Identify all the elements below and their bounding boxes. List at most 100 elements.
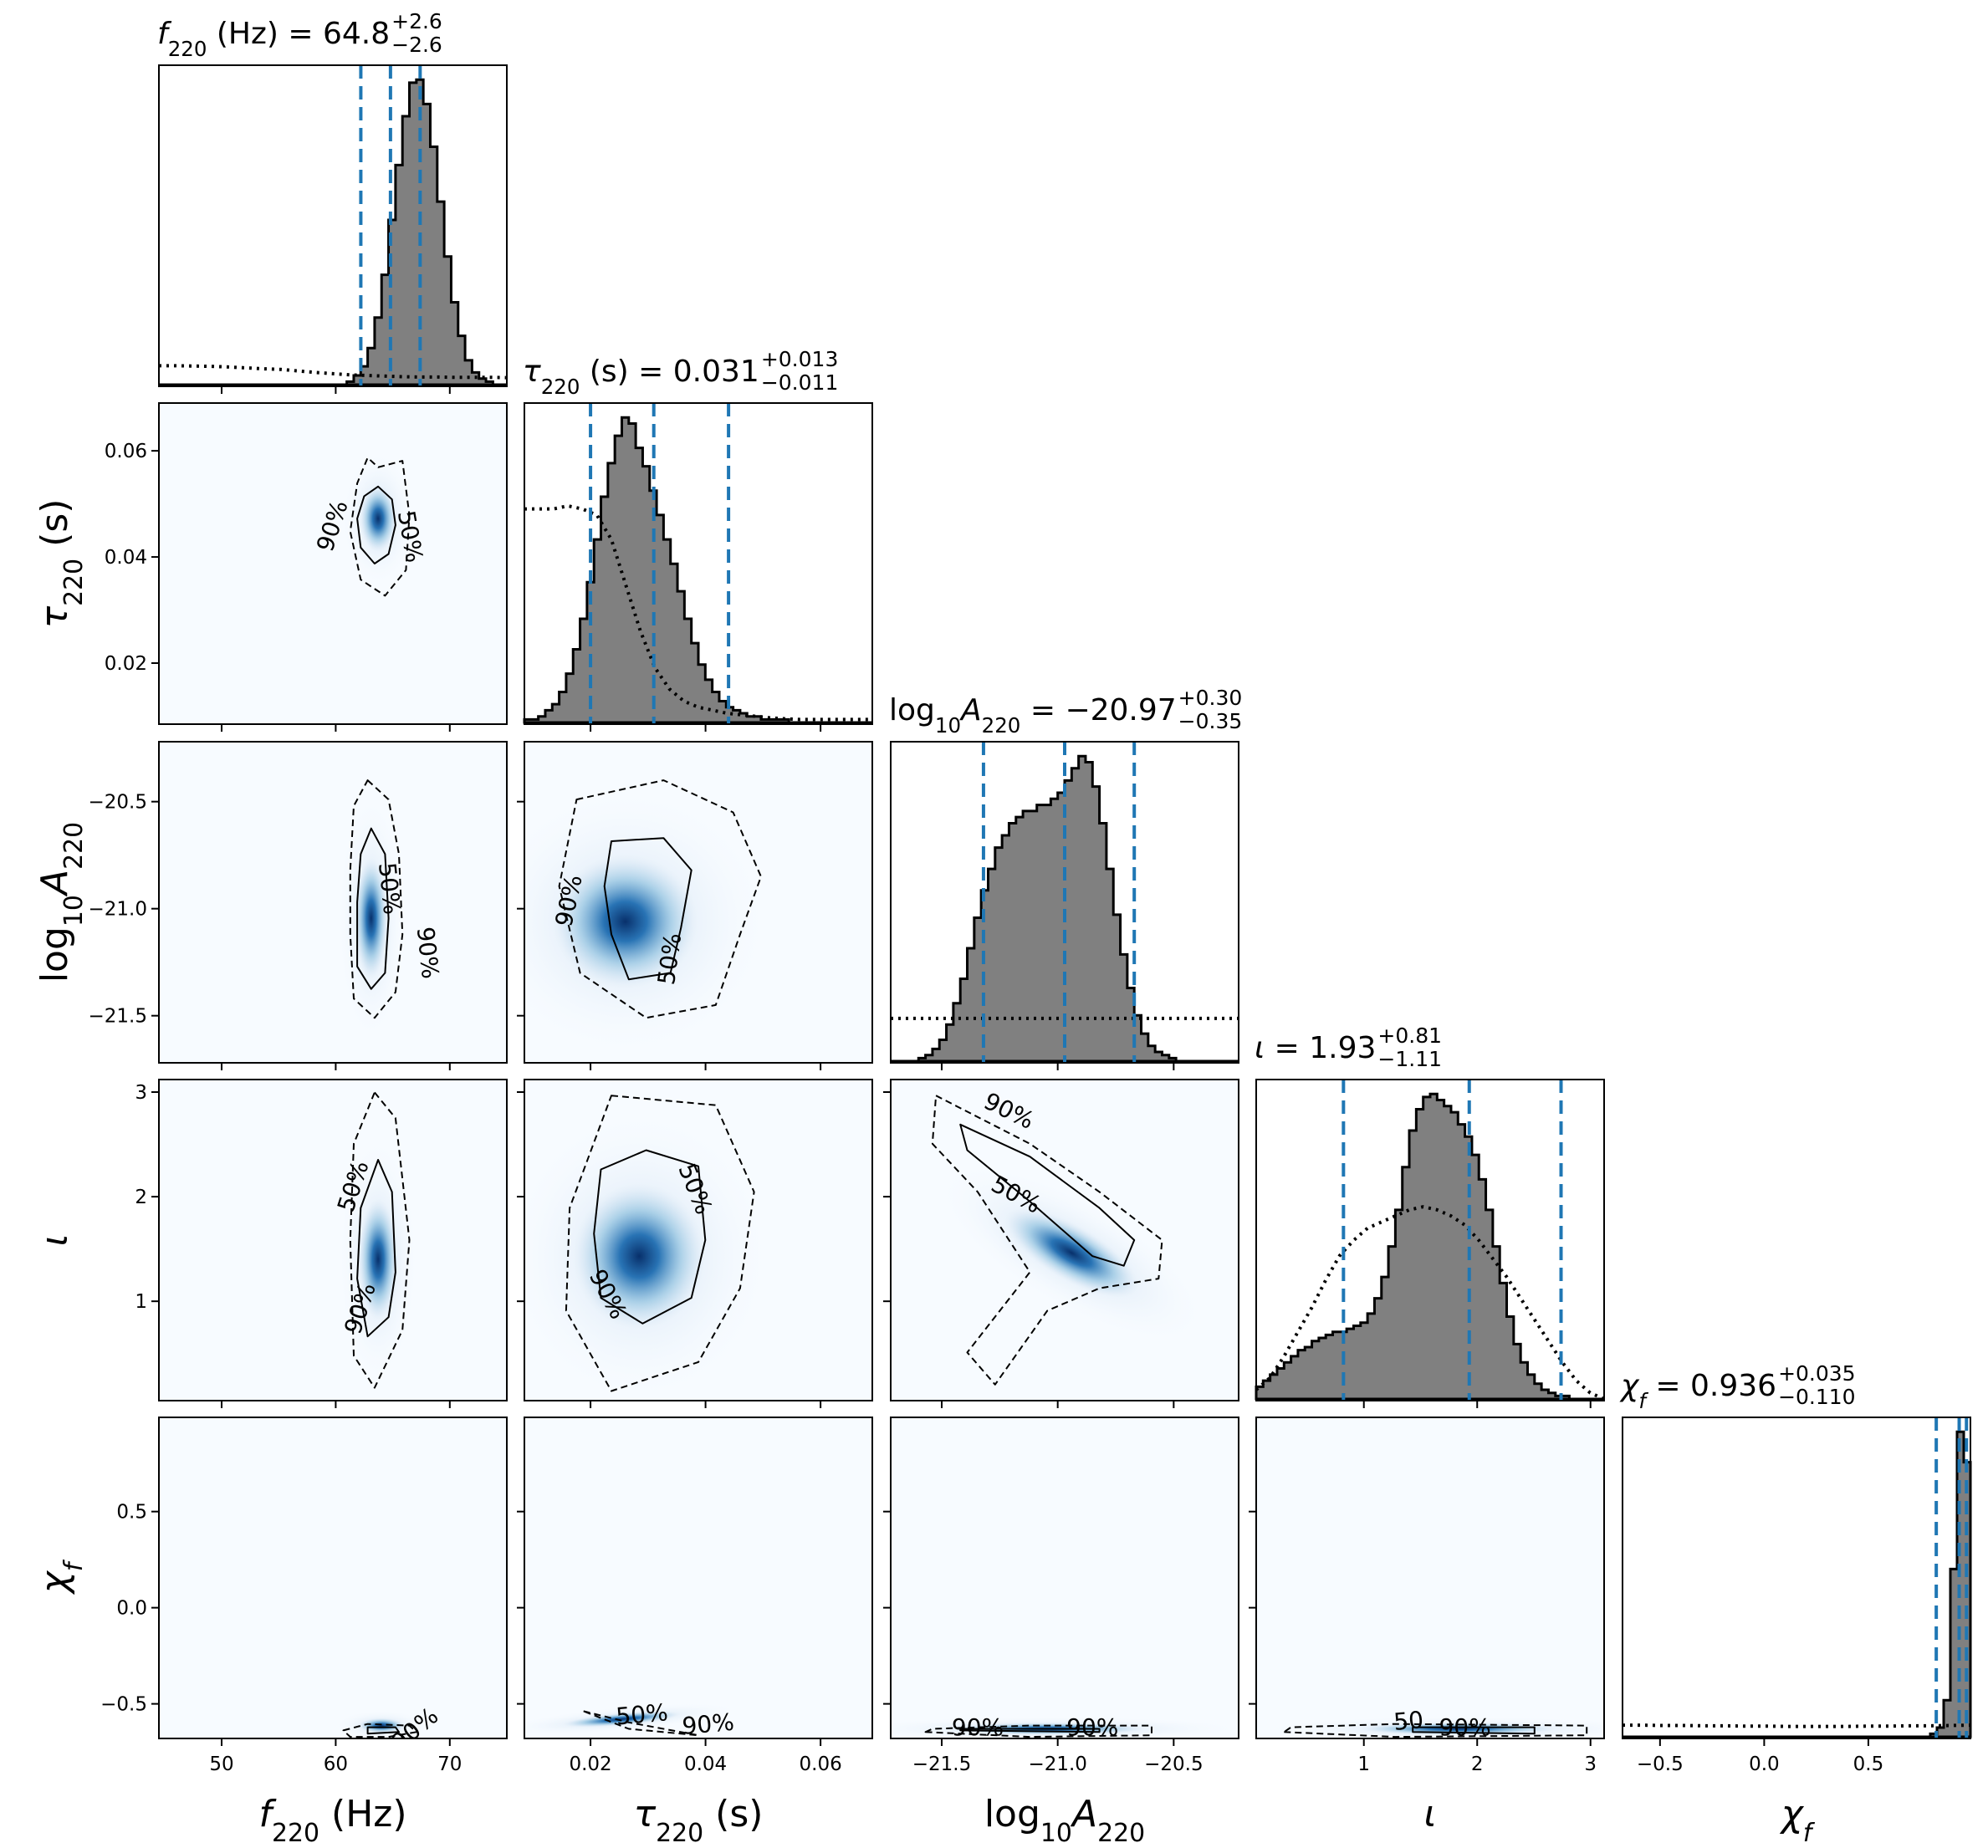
density-panel-f220-logA: 50%90% (158, 741, 508, 1064)
density-panel-logA-chif: 90% 90% (890, 1417, 1239, 1741)
panel-frame (158, 402, 508, 725)
title-minus-err-iota: −1.11 (1377, 1047, 1442, 1071)
contour-50 (366, 1726, 400, 1735)
density-bg (159, 1417, 507, 1738)
y-tick-label: 1 (135, 1291, 147, 1313)
ylabel-tau220: τ220 (s) (33, 499, 89, 629)
y-tick-label: 0.0 (116, 1598, 147, 1620)
xlabel-chif: χf (1780, 1793, 1816, 1848)
title-plus-err-chif: +0.035 (1778, 1361, 1856, 1386)
ylabel-chif: χf (33, 1559, 89, 1595)
density-panel-tau220-chif: 50% 90% (524, 1417, 873, 1739)
y-tick-label: −20.5 (89, 792, 147, 814)
contour-50 (959, 1728, 1101, 1733)
x-tick-label: −0.5 (1637, 1754, 1684, 1775)
density-panel-tau220-logA: 90%50% (524, 741, 873, 1064)
contour-label: 50 (1393, 1706, 1424, 1736)
y-tick-label: −21.5 (89, 1006, 147, 1028)
density-panel-f220-iota: 50%90% (158, 1079, 508, 1401)
histogram-logA (891, 754, 1239, 1063)
contour-50 (356, 1159, 396, 1338)
contour-label: 90% (411, 926, 444, 980)
x-tick-label: 0.06 (800, 1754, 842, 1775)
contour-50 (356, 827, 390, 990)
density-core (357, 1195, 400, 1324)
contour-50 (1412, 1726, 1536, 1735)
y-tick-label: 0.06 (105, 441, 147, 462)
x-tick-label: 0.0 (1749, 1754, 1780, 1775)
contour-label: 50% (373, 861, 406, 916)
title-plus-err-f220: +2.6 (391, 9, 442, 33)
y-tick-label: 0.02 (105, 653, 147, 675)
panel-frame (524, 741, 873, 1064)
contour-50 (356, 485, 396, 564)
density-bg (891, 1417, 1239, 1738)
panel-frame (890, 1079, 1239, 1401)
contour-90 (558, 779, 762, 1019)
title-minus-err-tau220: −0.011 (761, 370, 839, 395)
contour-90 (349, 457, 411, 597)
contour-50 (603, 837, 692, 981)
contour-90 (565, 1095, 755, 1392)
panel-frame (158, 741, 508, 1064)
contour-90 (1283, 1723, 1588, 1738)
panel-frame (524, 1079, 873, 1401)
density-panel-f220-tau220: 90% 50% (158, 402, 508, 725)
title-minus-err-f220: −2.6 (391, 33, 442, 57)
title-tau220: τ220 (s) = 0.031 (523, 355, 759, 399)
contour-90 (349, 779, 404, 1019)
histogram-chif (1623, 1430, 1972, 1738)
density-bg (159, 1080, 507, 1401)
density-core (359, 483, 397, 554)
title-plus-err-logA: +0.30 (1178, 686, 1243, 710)
prior-line-chif (1623, 1723, 1971, 1728)
y-tick-label: 2 (135, 1187, 147, 1208)
x-tick-label: 70 (437, 1754, 462, 1775)
density-core (353, 854, 389, 983)
contour-50 (593, 1149, 707, 1325)
title-minus-err-logA: −0.35 (1178, 709, 1243, 733)
hist-panel-bg-chif (1623, 1417, 1970, 1738)
density-core (357, 1718, 406, 1734)
x-tick-label: 2 (1471, 1754, 1484, 1775)
density-bg (524, 1417, 872, 1738)
contour-label: 90% (952, 1713, 1004, 1741)
panel-frame (524, 1417, 873, 1739)
density-panel-iota-chif: 50 90% (1255, 1417, 1605, 1741)
x-tick-label: 50 (209, 1754, 233, 1775)
density-core (549, 850, 703, 993)
density-panel-tau220-iota: 50%90% (524, 1079, 873, 1401)
density-core (1000, 1205, 1142, 1300)
contour-90 (924, 1724, 1152, 1738)
title-minus-err-chif: −0.110 (1778, 1385, 1856, 1409)
x-tick-label: 3 (1584, 1754, 1597, 1775)
y-tick-label: −21.0 (89, 899, 147, 921)
contour-90 (931, 1095, 1163, 1386)
contour-label: 90% (1439, 1713, 1490, 1741)
xlabel-logA: log10A220 (984, 1793, 1145, 1848)
contour-90 (349, 1091, 411, 1389)
hist-frame-logA (890, 741, 1239, 1064)
y-tick-label: 0.04 (105, 547, 147, 569)
contour-label: 50% (615, 1698, 669, 1730)
xlabel-tau220: τ220 (s) (634, 1793, 764, 1848)
density-core (559, 1710, 685, 1728)
ylabel-iota: ι (33, 1234, 76, 1247)
density-bg (159, 742, 507, 1063)
hist-frame-f220 (158, 64, 508, 387)
xlabel-f220: f220 (Hz) (258, 1793, 406, 1848)
title-plus-err-iota: +0.81 (1377, 1024, 1442, 1048)
x-tick-label: −21.5 (912, 1754, 971, 1775)
xlabel-iota: ι (1424, 1793, 1437, 1835)
panel-frame (158, 1079, 508, 1401)
title-f220: f220 (Hz) = 64.8 (157, 17, 390, 61)
density-bg (1256, 1417, 1604, 1738)
title-logA: log10A220 = −20.97 (889, 693, 1177, 738)
prior-line-tau220 (524, 503, 872, 722)
contour-90 (342, 1723, 417, 1738)
density-bg (159, 403, 507, 724)
title-plus-err-tau220: +0.013 (761, 347, 839, 371)
hist-frame-chif (1622, 1417, 1971, 1739)
x-tick-label: 0.02 (569, 1754, 611, 1775)
